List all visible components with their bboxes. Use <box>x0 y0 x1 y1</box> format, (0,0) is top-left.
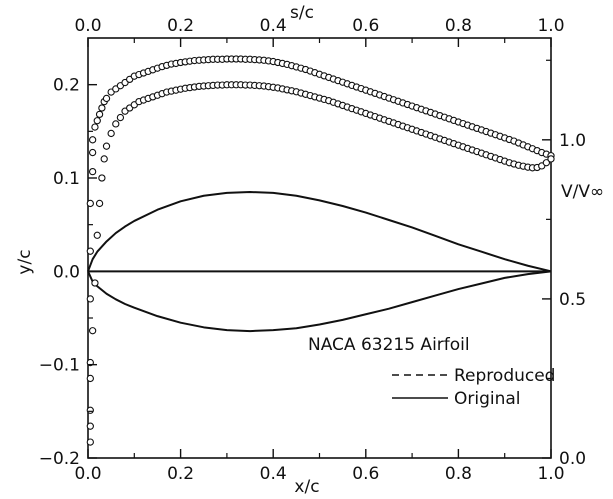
velocity-point <box>98 174 106 182</box>
right-tick-label: 0.5 <box>559 290 586 310</box>
top-tick-label: 0.4 <box>260 16 287 36</box>
velocity-point <box>86 438 94 446</box>
y-tick-label: −0.2 <box>39 449 80 469</box>
x-tick-label: 0.4 <box>260 464 287 484</box>
velocity-point <box>93 231 101 239</box>
legend-title: NACA 63215 Airfoil <box>308 335 470 355</box>
velocity-point <box>102 94 111 103</box>
velocity-point <box>86 374 94 383</box>
velocity-point <box>116 113 125 122</box>
velocity-point <box>95 110 104 119</box>
velocity-point <box>93 117 101 125</box>
velocity-point <box>100 155 108 163</box>
top-tick-label: 0.2 <box>167 16 194 36</box>
top-tick-label: 1.0 <box>537 16 564 36</box>
y-axis-title: y/c <box>15 249 35 274</box>
velocity-point <box>107 129 115 138</box>
velocity-point <box>86 406 94 414</box>
y-tick-label: 0.0 <box>53 262 80 282</box>
velocity-point <box>102 142 111 150</box>
velocity-point <box>112 120 120 128</box>
x-tick-label: 0.0 <box>74 464 101 484</box>
series-layer <box>86 55 555 446</box>
airfoil-line-1 <box>87 270 552 333</box>
x-tick-label: 0.2 <box>167 464 194 484</box>
velocity-point <box>91 123 99 131</box>
velocity-point <box>95 199 104 208</box>
right-axis-title: V/V∞ <box>561 182 604 202</box>
x-axis-title: x/c <box>294 477 319 497</box>
y-tick-label: −0.1 <box>39 356 80 376</box>
x-tick-label: 0.6 <box>352 464 379 484</box>
velocity-point <box>86 295 94 303</box>
top-axis-title: s/c <box>290 3 314 23</box>
velocity-point <box>88 148 97 157</box>
top-tick-label: 0.6 <box>352 16 379 36</box>
velocity-point <box>91 279 99 287</box>
legend-label-reproduced: Reproduced <box>454 366 555 386</box>
right-tick-label: 1.0 <box>559 131 586 151</box>
tick-labels-layer: 0.0 0.2 0.4 0.6 0.8 1.00.0 0.2 0.4 0.6 0.8 1.0−0.2… <box>39 16 586 484</box>
y-tick-label: 0.1 <box>53 169 80 189</box>
right-tick-label: 0.0 <box>559 449 586 469</box>
velocity-point <box>88 136 97 144</box>
x-tick-label: 0.8 <box>445 464 472 484</box>
velocity-point <box>542 159 551 167</box>
velocity-point <box>547 155 555 163</box>
velocity-point <box>98 104 106 112</box>
velocity-point <box>88 327 97 335</box>
velocity-point <box>88 167 97 176</box>
x-tick-label: 1.0 <box>537 464 564 484</box>
top-tick-label: 0.8 <box>445 16 472 36</box>
legend-label-original: Original <box>454 389 521 409</box>
airfoil-line-0 <box>87 191 552 273</box>
top-tick-label: 0.0 <box>74 16 101 36</box>
velocity-point <box>86 199 94 208</box>
legend: NACA 63215 Airfoil Reproduced Original <box>308 335 555 409</box>
velocity-point <box>86 247 94 255</box>
velocity-point <box>86 422 94 430</box>
ticks-layer <box>87 38 552 459</box>
y-tick-label: 0.2 <box>53 76 80 96</box>
